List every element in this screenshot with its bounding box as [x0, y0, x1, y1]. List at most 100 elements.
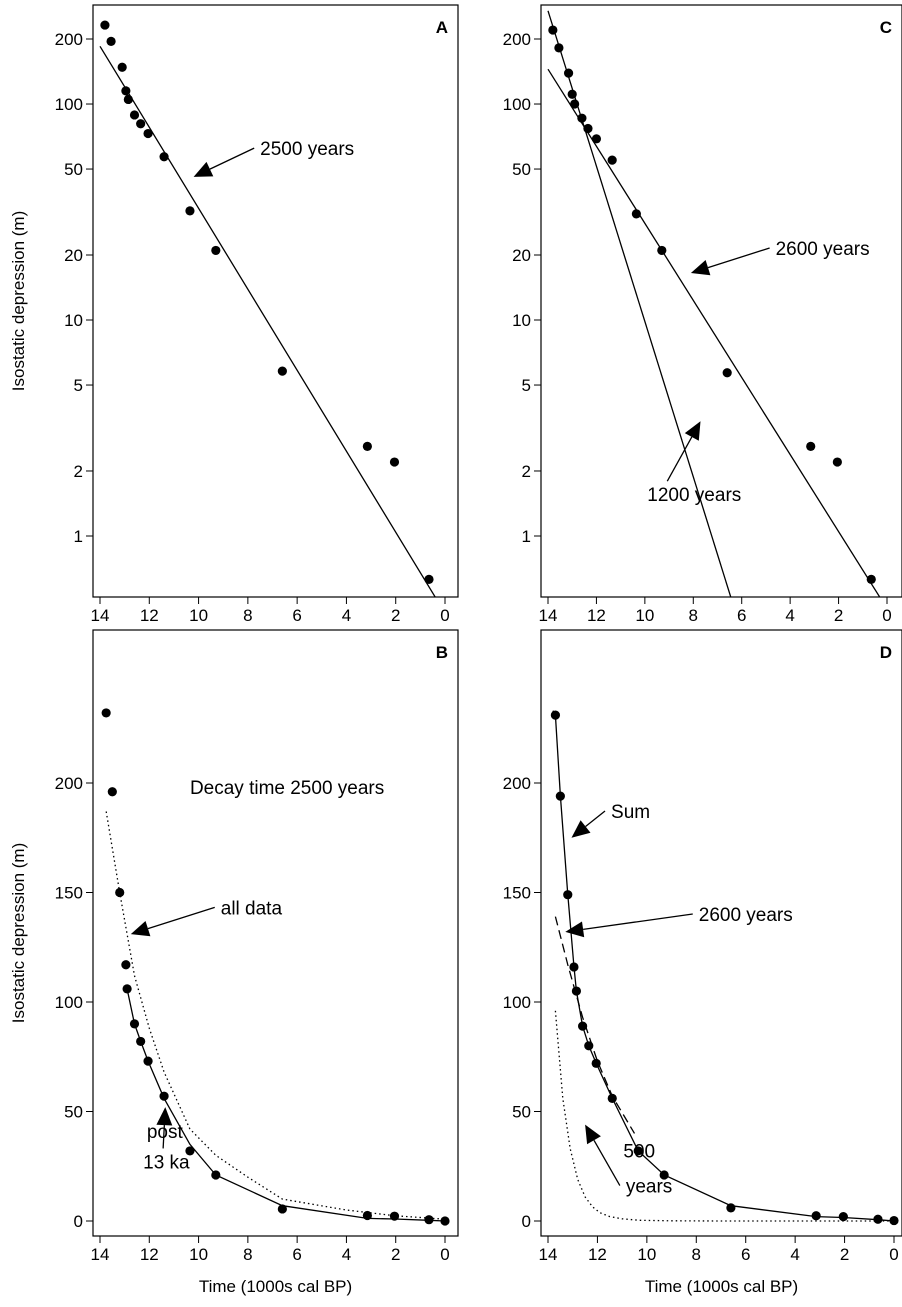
y-tick-label: 100 [503, 95, 531, 114]
data-point [277, 1204, 287, 1214]
annotation-arrow-shaft [707, 247, 770, 269]
y-tick-label: 0 [522, 1212, 531, 1231]
data-point [211, 245, 221, 256]
y-tick-label: 50 [512, 160, 531, 179]
data-point [277, 366, 287, 376]
data-point [185, 1146, 195, 1156]
data-point [583, 123, 593, 134]
annotation-arrow-head [130, 921, 151, 937]
data-point [722, 368, 732, 378]
annotation-arrow-head [565, 921, 585, 938]
annotation-arrow-head [690, 260, 711, 276]
x-tick-label: 12 [588, 1245, 607, 1264]
annotation-label: 2600 years [699, 905, 793, 926]
series-line-solid [552, 710, 895, 1222]
series-line-dotted [554, 1010, 894, 1222]
plot-frame [92, 4, 459, 598]
x-tick-label: 10 [189, 606, 208, 625]
x-tick-label: 6 [741, 1245, 750, 1264]
panel-letter: D [880, 643, 892, 662]
annotation-arrow-shaft [209, 147, 255, 170]
annotation-arrow-shaft [162, 1125, 166, 1149]
y-tick-label: 1 [74, 527, 83, 546]
data-point [567, 89, 577, 99]
data-point [832, 457, 842, 467]
data-point [563, 68, 574, 78]
data-point [117, 62, 127, 72]
annotation-label: 1200 years [647, 485, 741, 506]
data-point [159, 1091, 169, 1101]
data-point [570, 99, 580, 109]
data-point [136, 119, 146, 129]
data-point [591, 1058, 601, 1068]
plot-frame [540, 4, 902, 598]
annotation-label: years [626, 1177, 672, 1198]
plot-frame [540, 629, 902, 1237]
x-tick-label: 12 [140, 1245, 159, 1264]
data-point [123, 94, 133, 105]
x-tick-label: 0 [440, 1245, 449, 1264]
data-point [554, 43, 564, 53]
data-point [129, 110, 140, 120]
y-tick-label: 50 [64, 160, 83, 179]
y-tick-label: 0 [74, 1212, 83, 1231]
data-point [607, 1093, 617, 1103]
y-tick-label: 10 [64, 311, 83, 330]
annotation-label: Sum [611, 802, 650, 823]
data-point [143, 1056, 153, 1066]
data-point [889, 1215, 899, 1226]
panel-letter: A [436, 18, 448, 37]
annotation-label: 2600 years [776, 239, 870, 260]
annotation-label: 13 ka [143, 1152, 190, 1173]
x-tick-label: 6 [292, 1245, 301, 1264]
annotation-arrow-shaft [593, 1139, 621, 1186]
x-tick-label: 0 [882, 606, 891, 625]
y-tick-label: 50 [64, 1103, 83, 1122]
data-point [550, 710, 561, 720]
y-tick-label: 150 [503, 884, 531, 903]
x-tick-label: 10 [637, 1245, 656, 1264]
data-point [362, 441, 372, 451]
data-point [389, 1211, 400, 1221]
x-tick-label: 4 [790, 1245, 799, 1264]
data-point [121, 960, 131, 970]
data-point [569, 962, 579, 972]
data-point [659, 1170, 669, 1180]
annotation-arrow-head [684, 421, 701, 441]
y-tick-label: 5 [522, 376, 531, 395]
x-tick-label: 12 [140, 606, 159, 625]
annotation-arrow-head [571, 820, 591, 838]
data-point [185, 206, 195, 216]
annotation-label: all data [221, 898, 283, 919]
data-point [101, 708, 111, 718]
annotation-label: Decay time 2500 years [190, 778, 384, 799]
data-point [440, 1216, 450, 1226]
data-point [159, 152, 169, 162]
x-tick-label: 4 [342, 1245, 351, 1264]
annotation-arrow-head [193, 161, 214, 177]
data-point [873, 1214, 883, 1224]
data-point [838, 1212, 848, 1222]
data-point [424, 1215, 434, 1225]
y-tick-label: 200 [55, 774, 83, 793]
x-tick-label: 8 [689, 606, 698, 625]
x-tick-label: 4 [785, 606, 794, 625]
data-point [424, 574, 434, 584]
panel-letter: C [880, 18, 892, 37]
data-point [577, 113, 587, 123]
x-tick-label: 14 [91, 606, 110, 625]
y-tick-label: 2 [74, 462, 83, 481]
panel-letter: B [436, 643, 448, 662]
data-point [143, 128, 153, 139]
series-line-solid [99, 45, 436, 597]
data-point [631, 209, 641, 219]
x-tick-label: 2 [391, 606, 400, 625]
y-axis-title: Isostatic depression (m) [9, 211, 28, 391]
y-tick-label: 100 [55, 95, 83, 114]
x-tick-label: 14 [91, 1245, 110, 1264]
annotation-arrow-shaft [666, 436, 693, 482]
